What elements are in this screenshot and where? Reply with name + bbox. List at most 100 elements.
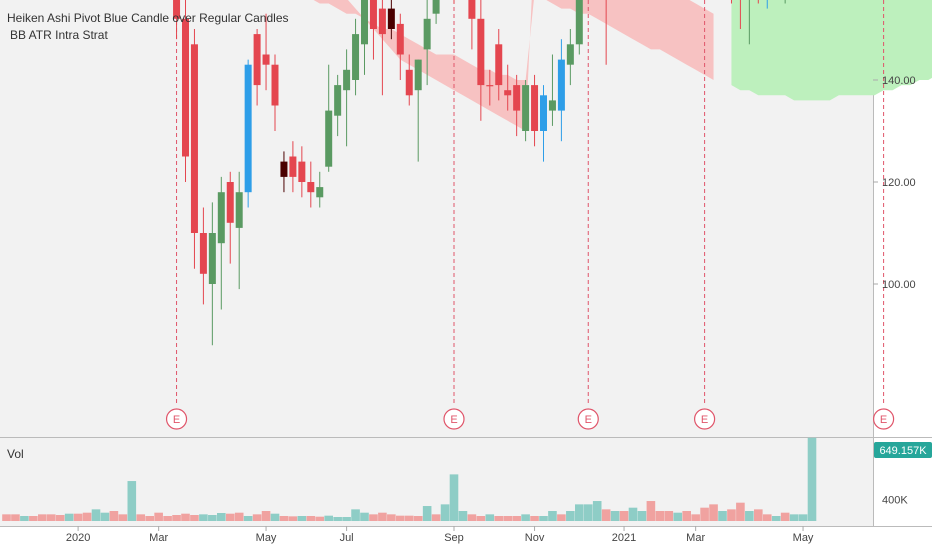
volume-bar (521, 514, 530, 521)
volume-bar (360, 512, 369, 521)
volume-bar (780, 512, 790, 521)
volume-bar (413, 516, 423, 521)
candle-body (513, 85, 521, 111)
earnings-label: E (701, 414, 708, 426)
volume-bar (736, 502, 745, 521)
volume-bar (637, 511, 647, 521)
volume-bar (145, 516, 154, 521)
volume-bar (208, 515, 217, 521)
volume-bar (333, 517, 342, 521)
volume-bar (458, 511, 468, 521)
volume-bar (82, 512, 92, 521)
volume-bar (467, 514, 477, 521)
volume-bar (440, 504, 450, 521)
candle-body (262, 54, 270, 65)
volume-bar (396, 515, 405, 521)
candle-body (253, 34, 261, 86)
earnings-label: E (450, 414, 457, 426)
legend-title[interactable]: Heiken Ashi Pivot Blue Candle over Regul… (7, 11, 289, 25)
volume-bar (118, 514, 128, 521)
time-tick-label: May (256, 532, 277, 544)
volume-bar (243, 516, 253, 521)
volume-bar (199, 514, 208, 521)
candle-body (325, 110, 333, 167)
candle-body (190, 44, 198, 233)
volume-bar (342, 517, 351, 521)
volume-bar (387, 514, 396, 521)
time-axis[interactable]: 2020 Mar May Jul Sep Nov 2021 Mar May (66, 526, 814, 544)
candle-body (531, 85, 539, 131)
volume-bar (762, 514, 772, 521)
time-tick-label: 2020 (66, 532, 90, 544)
volume-bar (127, 481, 137, 521)
price-axis[interactable]: 100.00120.00140.00160.00180.00200.00220.… (873, 0, 932, 506)
volume-bar (73, 513, 83, 521)
candle-body (361, 0, 368, 45)
candle-body (387, 8, 395, 29)
volume-bar (55, 515, 65, 521)
last-volume-tag (874, 442, 932, 458)
candle-body (289, 156, 297, 177)
candle-body (244, 64, 252, 193)
volume-bar (422, 506, 432, 521)
candle-body (548, 100, 556, 111)
volume-bar (655, 511, 665, 521)
candle-body (235, 192, 243, 228)
volume-bar (306, 516, 316, 521)
earnings-label: E (173, 414, 180, 426)
earnings-badge (443, 408, 465, 430)
candle-body (352, 34, 360, 80)
candle-body (495, 44, 503, 86)
legend-subtitle[interactable]: BB ATR Intra Strat (10, 28, 108, 42)
volume-bar (100, 512, 110, 521)
candle-body (378, 8, 386, 35)
candle-body (199, 233, 207, 274)
candle-body (432, 0, 440, 14)
price-tick-label: 120.00 (882, 177, 916, 189)
volume-bar (154, 512, 163, 521)
volume-bar (566, 511, 575, 521)
volume-bar (512, 516, 521, 521)
volume-bar (252, 514, 262, 521)
candle-body (217, 192, 225, 244)
volume-bar (539, 516, 548, 521)
volume-bar (628, 507, 638, 521)
volume-bar (369, 514, 378, 521)
candle-body (575, 0, 583, 45)
candle-body (405, 69, 413, 96)
candle-body (566, 44, 574, 65)
volume-bar (2, 514, 11, 521)
volume-bar (601, 509, 611, 521)
volume-bar (646, 501, 656, 521)
candle-body (522, 85, 530, 131)
volume-bar (261, 511, 271, 521)
volume-bar (136, 514, 146, 521)
volume-bar (476, 516, 486, 521)
volume-bar (691, 514, 700, 521)
candle-body (316, 187, 324, 198)
time-tick-label: Nov (525, 532, 545, 544)
volume-pane-label[interactable]: Vol (7, 447, 24, 461)
volume-bar (664, 511, 674, 521)
candle-body (307, 182, 315, 193)
candle-body (226, 182, 234, 223)
volume-bar (163, 516, 172, 521)
volume-bar (38, 514, 47, 521)
time-tick-label: Mar (149, 532, 168, 544)
candle-body (468, 0, 476, 19)
candle-body (557, 59, 565, 111)
volume-bar (754, 509, 763, 521)
volume-bar (798, 514, 808, 521)
volume-bar (583, 504, 593, 521)
candle-body (423, 18, 431, 50)
volume-tick-label: 400K (882, 494, 908, 506)
volume-bar (557, 514, 566, 521)
volume-bar (297, 516, 307, 521)
candlestick-series (173, 0, 786, 346)
price-tick-label: 100.00 (882, 279, 916, 291)
volume-bar (745, 511, 754, 521)
candle-body (369, 0, 377, 29)
volume-bar (324, 515, 333, 521)
